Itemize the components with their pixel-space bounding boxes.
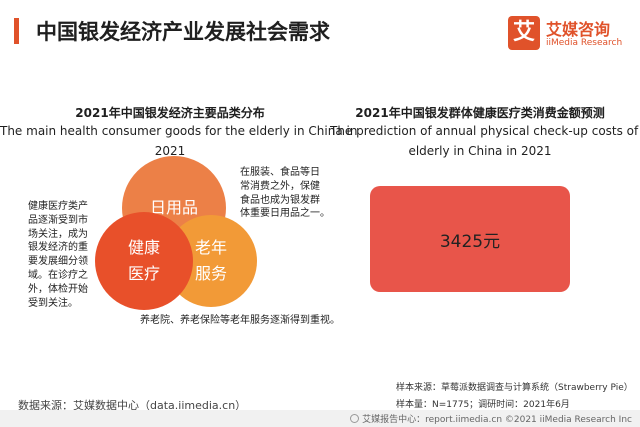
sample-source: 样本来源：草莓派数据调查与计算系统（Strawberry Pie）	[396, 383, 633, 393]
daily-goods-note: 在服装、食品等日 常消费之外，保健 食品也成为银发群 体重要日用品之一。	[240, 167, 330, 220]
title-accent-bar	[14, 18, 19, 44]
footer-text: 艾媒报告中心：report.iimedia.cn ©2021 iiMedia R…	[362, 415, 632, 425]
logo-name-en: iiMedia Research	[546, 38, 623, 48]
data-source: 数据来源：艾媒数据中心（data.iimedia.cn）	[18, 399, 247, 412]
sample-size: 样本量：N=1775；调研时间：2021年6月	[396, 400, 570, 410]
right-panel-title-cn: 2021年中国银发群体健康医疗类消费金额预测	[355, 106, 605, 120]
elderly-services-note: 养老院、养老保险等老年服务逐渐得到重视。	[140, 315, 340, 326]
right-panel-title-en: The prediction of annual physical check-…	[330, 124, 640, 138]
health-care-circle: 健康 医疗	[95, 212, 193, 310]
checkup-cost-value: 3425元	[439, 231, 501, 252]
page-title: 中国银发经济产业发展社会需求	[36, 20, 330, 44]
checkup-cost-box: 3425元	[370, 186, 570, 292]
report-icon	[350, 414, 360, 423]
left-panel-title-cn: 2021年中国银发经济主要品类分布	[75, 106, 265, 120]
logo-mark: 艾	[508, 16, 540, 50]
health-care-note: 健康医疗类产 品逐渐受到市 场关注，成为 银发经济的重 要发展细分领 域。在诊疗…	[28, 201, 88, 309]
logo-name-cn: 艾媒咨询	[546, 20, 611, 39]
iimedia-logo: 艾 艾媒咨询 iiMedia Research	[508, 14, 628, 54]
footer-bar: 艾媒报告中心：report.iimedia.cn ©2021 iiMedia R…	[0, 410, 640, 427]
right-panel-title-en-2: elderly in China in 2021	[408, 144, 552, 158]
left-panel-title-en-year: 2021	[154, 144, 186, 158]
left-panel-title-en: The main health consumer goods for the e…	[0, 124, 358, 138]
